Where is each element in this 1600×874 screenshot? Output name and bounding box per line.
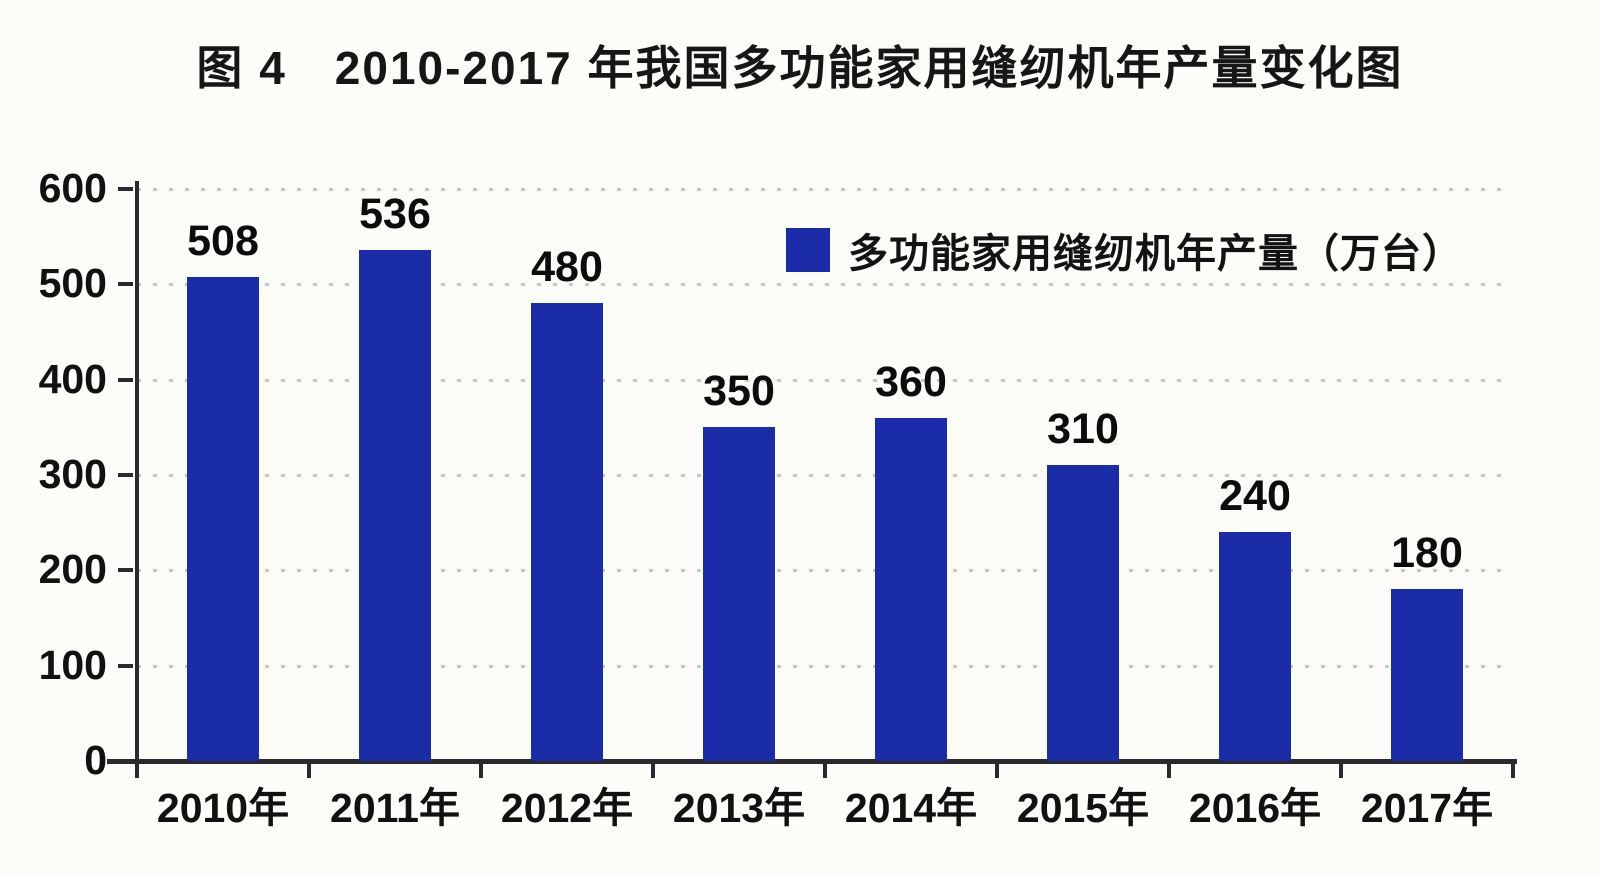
value-label-2017年: 180 — [1391, 529, 1463, 578]
x-axis-label-2015年: 2015年 — [1016, 785, 1150, 831]
bar-2011年 — [359, 250, 431, 761]
x-axis-tick-3 — [651, 763, 655, 778]
value-label-2012年: 480 — [531, 243, 603, 292]
x-axis-label-2017年: 2017年 — [1360, 785, 1494, 831]
gridline-400 — [137, 378, 1513, 382]
x-axis-label-2010年: 2010年 — [156, 785, 290, 831]
bar-2017年 — [1391, 589, 1463, 761]
x-axis-tick-0 — [135, 763, 139, 778]
y-axis-label-200: 200 — [38, 546, 107, 593]
y-axis-label-100: 100 — [38, 641, 107, 688]
legend-marker-icon — [786, 228, 830, 272]
y-axis-line — [135, 181, 139, 763]
value-label-2010年: 508 — [187, 216, 259, 265]
x-axis-line — [107, 759, 1517, 764]
x-axis-tick-1 — [307, 763, 311, 778]
y-axis-label-500: 500 — [38, 260, 107, 307]
x-axis-tick-7 — [1339, 763, 1343, 778]
gridline-600 — [137, 188, 1513, 191]
legend: 多功能家用缝纫机年产量（万台） — [786, 221, 1463, 279]
y-axis-tick-500 — [118, 282, 133, 287]
bar-2010年 — [187, 276, 259, 761]
y-axis-label-600: 600 — [38, 165, 107, 211]
value-label-2014年: 360 — [875, 357, 947, 406]
bar-2012年 — [531, 303, 603, 761]
gridline-100 — [137, 664, 1513, 668]
bar-2015年 — [1047, 465, 1119, 761]
y-axis-tick-100 — [118, 663, 133, 668]
x-axis-tick-6 — [1167, 763, 1171, 778]
bar-2016年 — [1219, 532, 1291, 761]
gridline-500 — [137, 283, 1513, 287]
gridline-200 — [137, 569, 1513, 573]
y-axis-label-0: 0 — [84, 737, 107, 783]
y-axis-tick-200 — [118, 568, 133, 573]
legend-label: 多功能家用缝纫机年产量（万台） — [848, 232, 1463, 276]
y-axis-tick-300 — [118, 473, 133, 477]
x-axis-tick-8 — [1511, 763, 1515, 778]
value-label-2016年: 240 — [1219, 472, 1291, 521]
gridline-300 — [137, 474, 1513, 477]
x-axis-label-2016年: 2016年 — [1188, 785, 1322, 831]
x-axis-tick-4 — [823, 763, 827, 778]
value-label-2011年: 536 — [359, 190, 431, 238]
x-axis-tick-2 — [479, 763, 483, 778]
x-axis-label-2014年: 2014年 — [844, 785, 978, 831]
x-axis-label-2012年: 2012年 — [500, 785, 634, 831]
x-axis-tick-5 — [995, 763, 999, 778]
x-axis-label-2011年: 2011年 — [330, 785, 460, 831]
y-axis-label-400: 400 — [38, 355, 107, 402]
value-label-2015年: 310 — [1047, 405, 1119, 454]
y-axis-tick-600 — [118, 187, 133, 191]
chart-title: 图 4 2010-2017 年我国多功能家用缝纫机年产量变化图 — [196, 42, 1404, 94]
value-label-2013年: 350 — [703, 367, 775, 416]
y-axis-tick-400 — [118, 377, 133, 382]
x-axis-label-2013年: 2013年 — [672, 785, 806, 831]
y-axis-label-300: 300 — [38, 451, 107, 497]
bar-2014年 — [875, 417, 947, 761]
bar-2013年 — [703, 427, 775, 761]
